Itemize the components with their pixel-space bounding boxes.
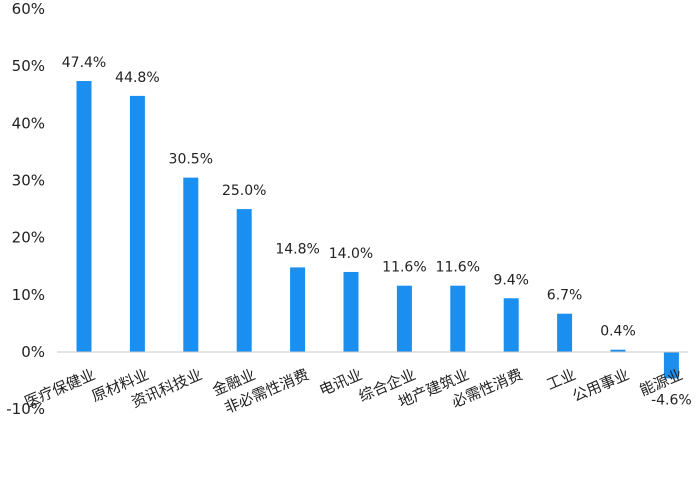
bar [557, 313, 573, 352]
y-tick-label: 10% [12, 286, 45, 304]
data-label: 0.4% [600, 324, 636, 340]
bar [183, 177, 199, 352]
y-tick-label: 60% [12, 0, 45, 18]
data-label: 47.4% [62, 55, 106, 71]
data-label: 25.0% [222, 183, 266, 199]
data-label: 30.5% [169, 152, 213, 168]
data-label: -4.6% [651, 392, 692, 408]
bar [343, 271, 359, 352]
data-label: 11.6% [382, 260, 426, 276]
y-tick-label: 0% [21, 343, 45, 361]
bar [610, 349, 626, 352]
data-label: 44.8% [115, 70, 159, 86]
data-label: 14.8% [275, 241, 319, 257]
x-tick-label: 公用事业 [570, 365, 632, 405]
data-label: 11.6% [436, 260, 480, 276]
bar [396, 285, 412, 352]
y-tick-label: 20% [12, 229, 45, 247]
bar [450, 285, 466, 352]
bars [76, 81, 679, 379]
bar [236, 209, 252, 352]
data-label: 9.4% [493, 272, 529, 288]
x-tick-label: 医疗保健业 [22, 365, 98, 411]
bar [76, 81, 92, 352]
y-tick-label: 50% [12, 57, 45, 75]
bar [290, 267, 306, 352]
data-labels: 47.4% 44.8% 30.5% 25.0% 14.8% 14.0% 11.6% 11.6%… [62, 55, 692, 408]
y-tick-label: -10% [6, 400, 45, 418]
bar [129, 95, 145, 352]
y-tick-label: 30% [12, 172, 45, 190]
bar [503, 298, 519, 352]
data-label: 6.7% [547, 288, 583, 304]
bar [663, 352, 679, 379]
y-tick-label: 40% [12, 114, 45, 132]
data-label: 14.0% [329, 246, 373, 262]
y-axis-ticks: 60% 50% 40% 30% 20% 10% 0% -10% [6, 0, 45, 418]
